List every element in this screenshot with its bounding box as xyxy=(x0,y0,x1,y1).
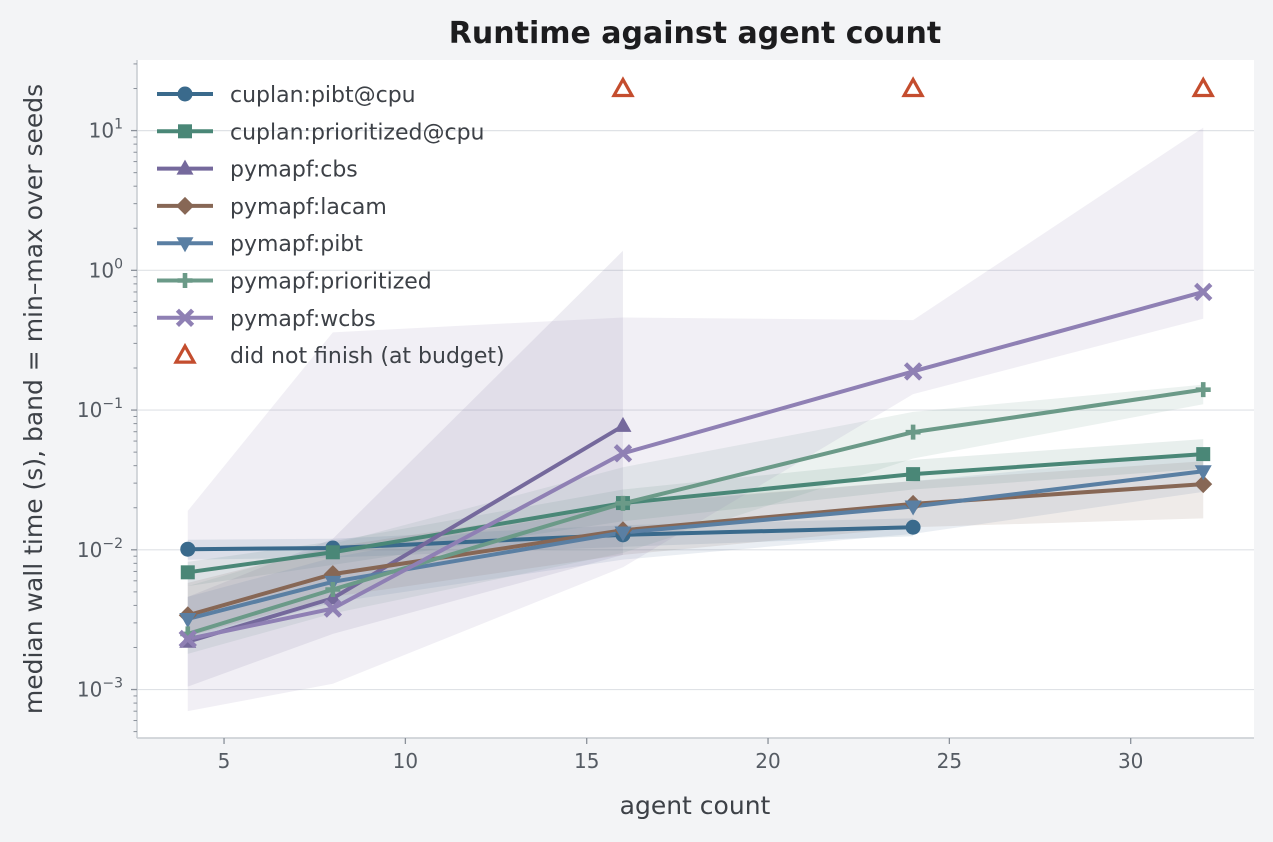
legend-item-cuplan-prioritized-cpu: cuplan:prioritized@cpu xyxy=(157,120,484,145)
legend-swatch-marker xyxy=(176,237,194,253)
y-tick-label: 100 xyxy=(89,256,123,282)
point-pymapf-prioritized xyxy=(180,626,196,642)
legend-item-pymapf-cbs: pymapf:cbs xyxy=(157,158,358,183)
point-pymapf-prioritized xyxy=(615,495,631,511)
legend-swatch-marker xyxy=(178,124,192,139)
point-cuplan-prioritized-cpu xyxy=(906,467,921,482)
y-tick-label: 101 xyxy=(89,117,123,143)
dnf-marker xyxy=(1191,76,1215,98)
y-tick-label: 10−3 xyxy=(77,676,123,702)
x-tick-label: 5 xyxy=(218,749,231,773)
point-pymapf-prioritized xyxy=(325,581,341,597)
legend-swatch-marker xyxy=(176,159,194,175)
legend-label: pymapf:pibt xyxy=(230,232,363,257)
dnf-markers xyxy=(611,76,1215,98)
point-pymapf-pibt xyxy=(179,612,197,628)
dnf-marker xyxy=(611,76,635,98)
legend-label: cuplan:pibt@cpu xyxy=(230,83,416,108)
point-cuplan-prioritized-cpu xyxy=(180,565,195,580)
legend-item-pymapf-lacam: pymapf:lacam xyxy=(157,195,387,220)
point-pymapf-wcbs xyxy=(613,444,633,463)
point-pymapf-pibt xyxy=(1194,465,1212,481)
band-cuplan-prioritized-cpu xyxy=(187,439,1204,587)
band-pymapf-prioritized xyxy=(187,384,1204,654)
legend-swatch-marker xyxy=(175,308,195,327)
legend-item-pymapf-wcbs: pymapf:wcbs xyxy=(157,307,376,332)
legend-label: cuplan:prioritized@cpu xyxy=(230,120,484,145)
plot-area xyxy=(137,60,1254,738)
point-cuplan-pibt-cpu xyxy=(180,541,196,557)
point-pymapf-prioritized xyxy=(905,424,921,440)
legend-label: did not finish (at budget) xyxy=(230,344,505,369)
chart-title: Runtime against agent count xyxy=(449,16,941,51)
point-cuplan-prioritized-cpu xyxy=(325,545,340,560)
point-pymapf-pibt xyxy=(904,500,922,516)
legend-swatch-marker xyxy=(177,86,193,102)
x-tick-label: 10 xyxy=(393,749,418,773)
series-markers xyxy=(178,282,1213,649)
line-cuplan-pibt-cpu xyxy=(187,525,914,552)
point-pymapf-wcbs xyxy=(903,362,923,381)
point-pymapf-prioritized xyxy=(1195,382,1211,398)
x-tick-label: 25 xyxy=(937,749,962,773)
band-pymapf-lacam xyxy=(187,461,1204,637)
point-cuplan-prioritized-cpu xyxy=(1196,447,1211,462)
band-pymapf-cbs xyxy=(187,250,623,687)
legend-swatch-marker xyxy=(177,273,193,289)
x-axis-label: agent count xyxy=(620,791,771,820)
dnf-marker xyxy=(901,76,925,98)
y-tick-label: 10−1 xyxy=(77,396,123,422)
y-ticks: 10−3 10−2 10−1 100 101 xyxy=(77,63,137,733)
x-tick-label: 20 xyxy=(755,749,780,773)
point-pymapf-wcbs xyxy=(178,629,197,649)
legend-label: pymapf:prioritized xyxy=(230,270,432,295)
legend-item-pymapf-prioritized: pymapf:prioritized xyxy=(157,270,432,295)
legend-item-did-not-finish-at-budget: did not finish (at budget) xyxy=(173,342,505,369)
legend-item-pymapf-pibt: pymapf:pibt xyxy=(157,232,363,257)
legend-swatch-marker xyxy=(176,196,194,215)
legend-item-cuplan-pibt-cpu: cuplan:pibt@cpu xyxy=(157,83,416,108)
point-pymapf-pibt xyxy=(614,526,632,542)
y-axis-label: median wall time (s), band = min–max ove… xyxy=(19,84,48,714)
point-pymapf-wcbs xyxy=(1194,282,1213,302)
legend-label: pymapf:cbs xyxy=(230,158,358,183)
point-pymapf-cbs xyxy=(614,416,632,432)
point-pymapf-wcbs xyxy=(323,599,343,618)
x-tick-label: 30 xyxy=(1118,749,1143,773)
legend-label: pymapf:wcbs xyxy=(230,307,376,332)
y-tick-label: 10−2 xyxy=(77,536,123,562)
point-cuplan-pibt-cpu xyxy=(905,519,921,535)
legend: cuplan:pibt@cpu cuplan:prioritized@cpu pym… xyxy=(157,83,505,369)
legend-swatch-marker xyxy=(173,342,197,364)
legend-label: pymapf:lacam xyxy=(230,195,387,220)
x-tick-label: 15 xyxy=(574,749,599,773)
point-pymapf-lacam xyxy=(1194,475,1213,494)
x-ticks: 5 10 15 20 25 30 xyxy=(218,738,1143,773)
